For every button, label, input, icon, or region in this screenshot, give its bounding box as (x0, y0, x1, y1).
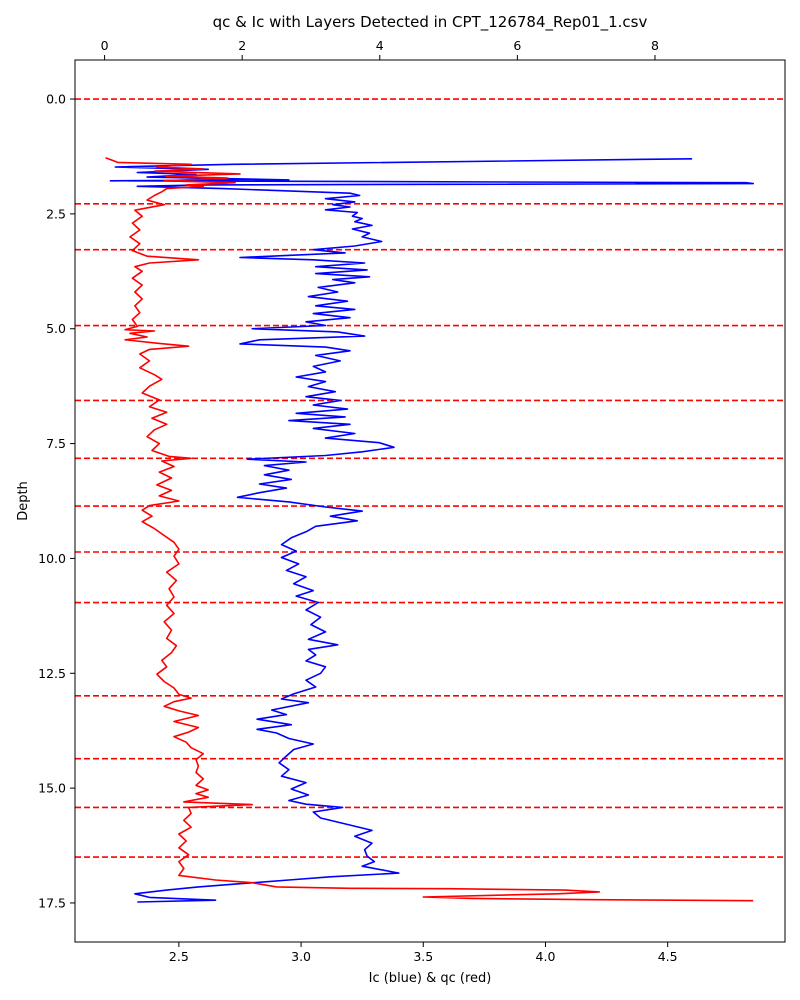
y-tick-label-0: 0.0 (46, 92, 66, 107)
top-tick-label-3: 6 (513, 38, 521, 53)
y-axis-label: Depth (16, 481, 31, 521)
bottom-x-axis: 2.5 3.0 3.5 4.0 4.5 (169, 942, 678, 964)
y-tick-label-2: 5.0 (46, 321, 66, 336)
top-x-axis: 0 2 4 6 8 (101, 38, 659, 60)
x-axis-label: Ic (blue) & qc (red) (369, 971, 492, 986)
series-group (105, 157, 755, 903)
y-tick-label-1: 2.5 (46, 206, 66, 221)
bottom-tick-label-4: 4.5 (658, 949, 678, 964)
bottom-tick-label-0: 2.5 (169, 949, 189, 964)
y-axis: 0.0 2.5 5.0 7.5 10.0 12.5 15.0 17.5 (38, 92, 75, 910)
chart-title: qc & Ic with Layers Detected in CPT_1267… (213, 13, 648, 32)
bottom-tick-label-1: 3.0 (291, 949, 311, 964)
y-tick-label-4: 10.0 (38, 551, 66, 566)
y-tick-label-3: 7.5 (46, 436, 66, 451)
bottom-tick-label-3: 4.0 (536, 949, 556, 964)
top-tick-label-1: 2 (238, 38, 246, 53)
y-tick-label-7: 17.5 (38, 895, 66, 910)
y-tick-label-5: 12.5 (38, 666, 66, 681)
series-line-qc (105, 157, 754, 902)
plot-frame (74, 59, 786, 943)
top-tick-label-4: 8 (651, 38, 659, 53)
series-line-ic (109, 158, 755, 903)
y-tick-label-6: 15.0 (38, 781, 66, 796)
bottom-tick-label-2: 3.5 (413, 949, 433, 964)
layer-boundaries (75, 98, 785, 858)
top-tick-label-0: 0 (101, 38, 109, 53)
plot-area (75, 60, 785, 942)
top-tick-label-2: 4 (376, 38, 384, 53)
